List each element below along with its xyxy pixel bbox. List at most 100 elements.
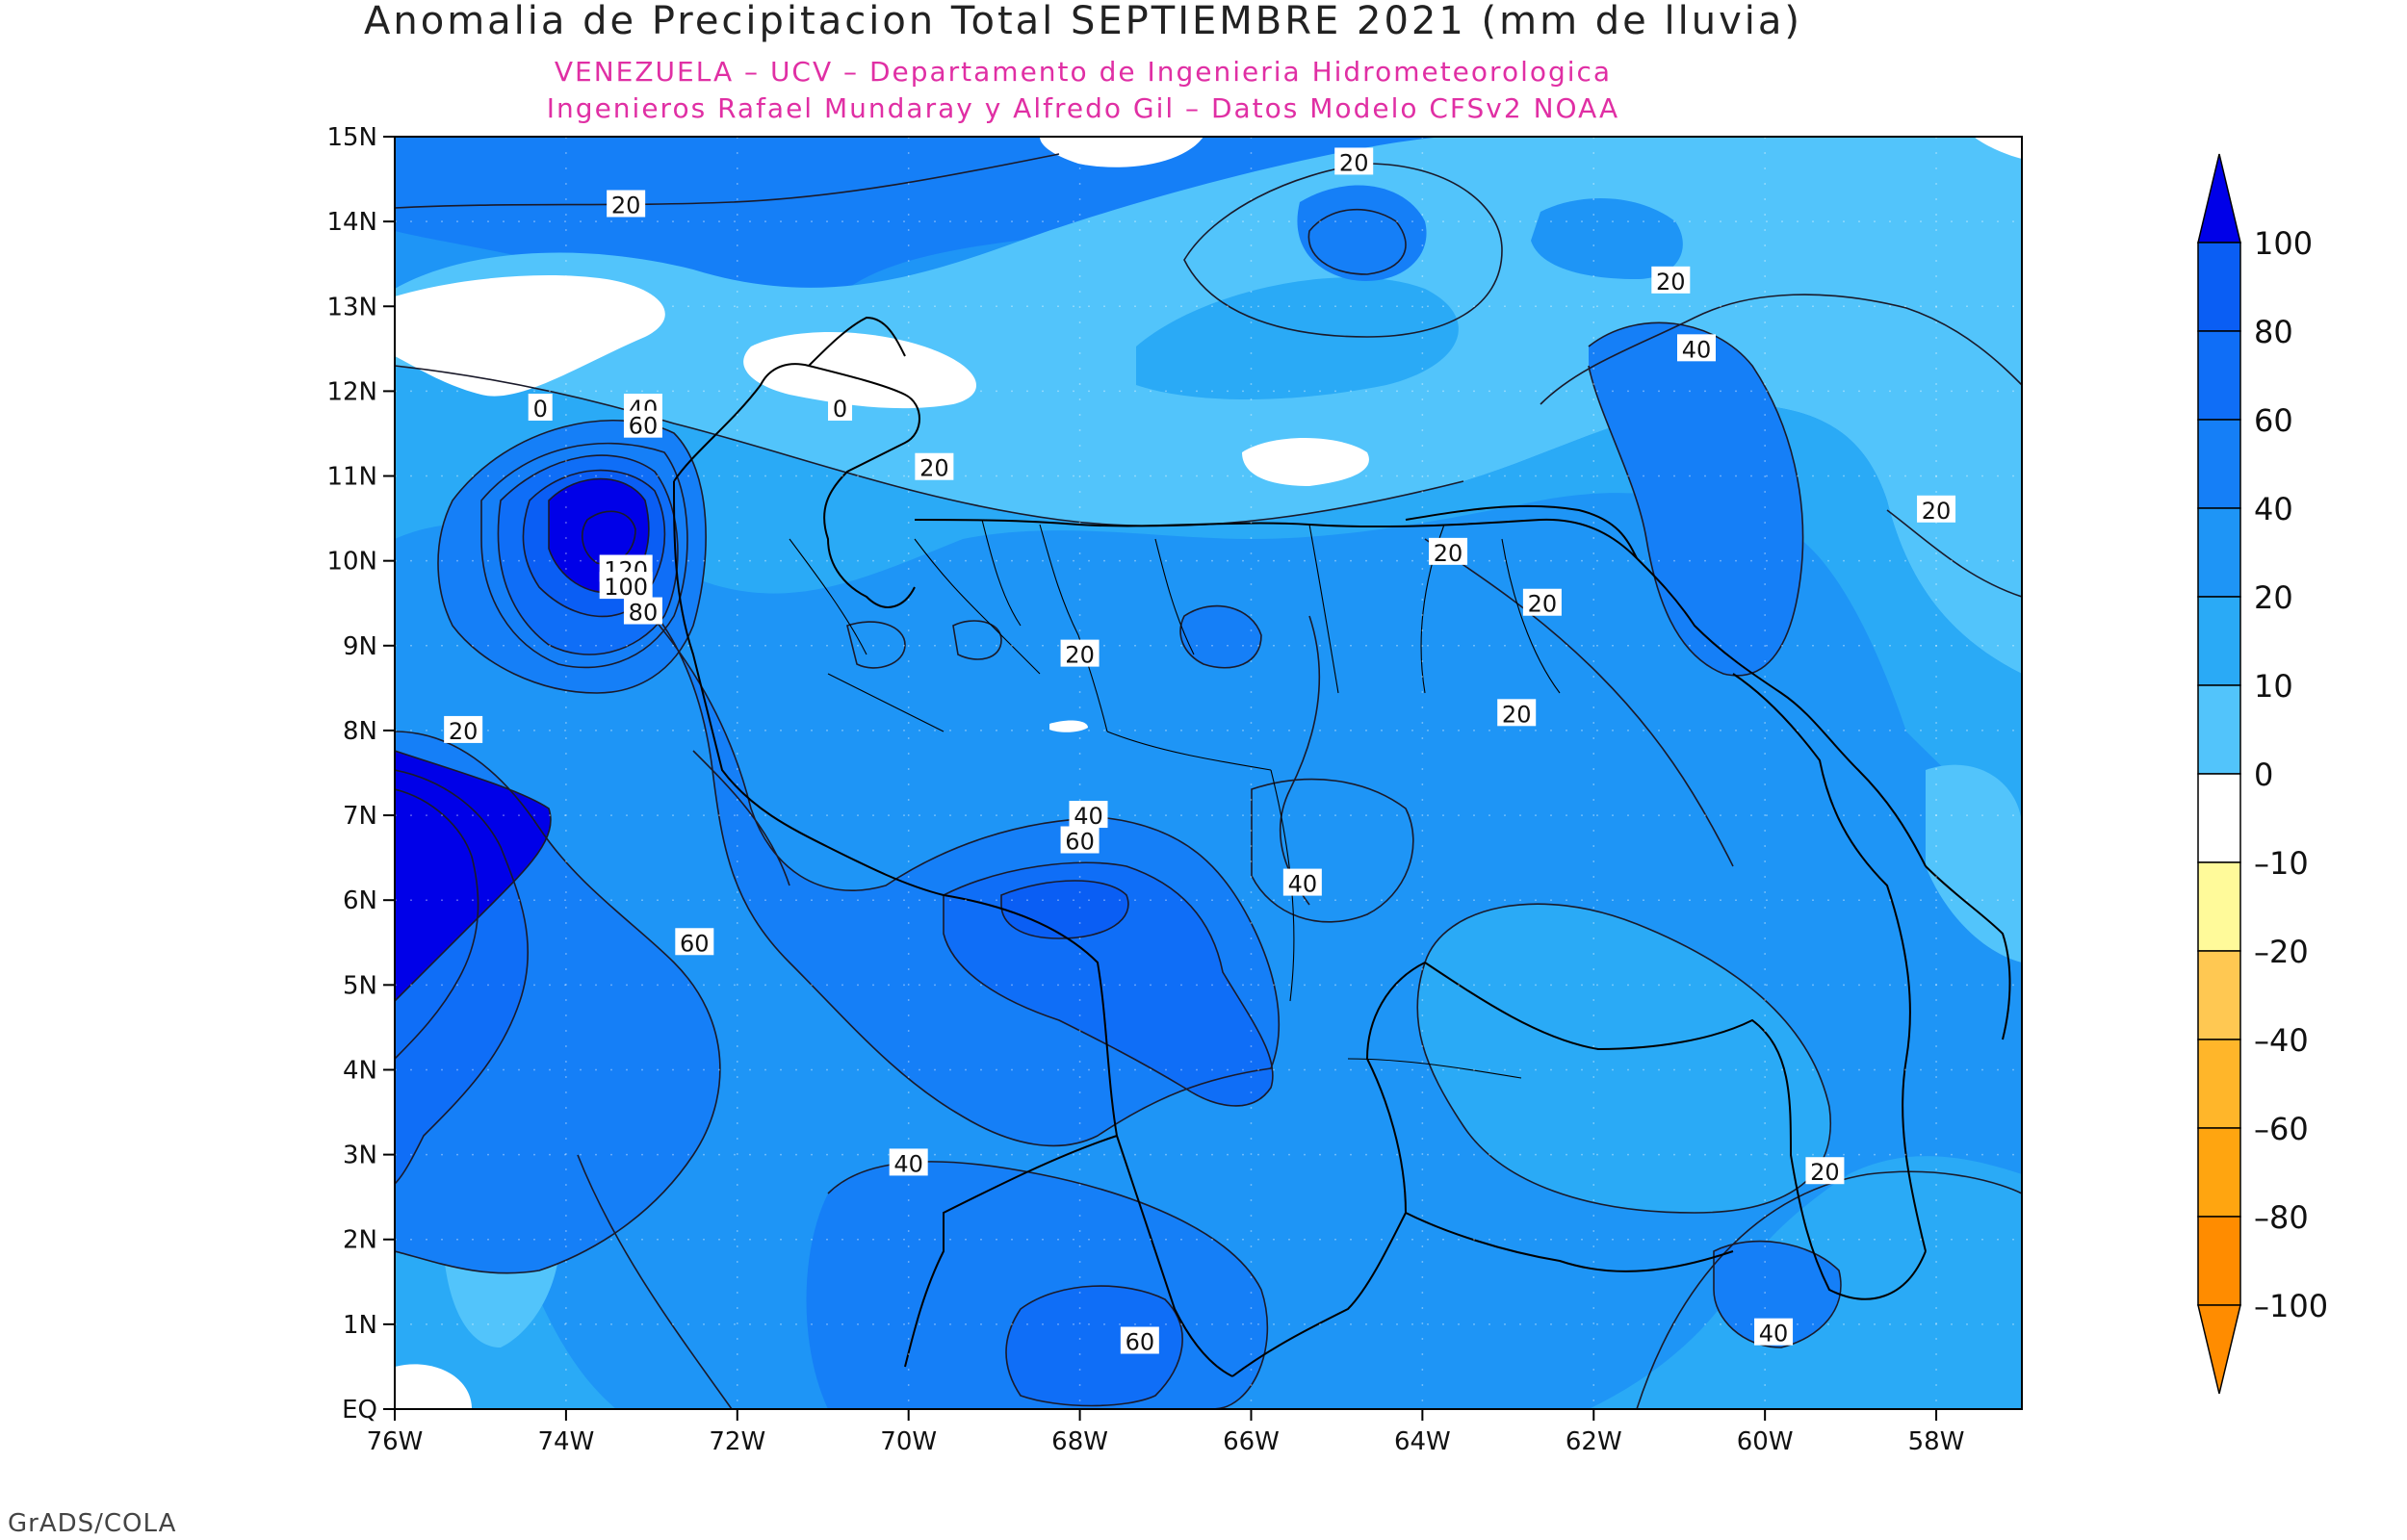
colorbar-level-label: 40 bbox=[2254, 491, 2293, 527]
colorbar-level-label: –80 bbox=[2254, 1199, 2309, 1236]
contour-label: 20 bbox=[1497, 699, 1537, 728]
lat-tick-label: 15N bbox=[326, 123, 377, 152]
contour-label: 60 bbox=[675, 928, 714, 957]
lat-tick-label: 10N bbox=[326, 548, 377, 577]
svg-text:0: 0 bbox=[533, 396, 548, 423]
colorbar-level-label: –100 bbox=[2254, 1288, 2328, 1324]
svg-text:60: 60 bbox=[1065, 829, 1095, 856]
colorbar-box bbox=[2197, 330, 2241, 421]
coastlines-borders bbox=[673, 316, 2011, 1377]
colorbar-box bbox=[2197, 596, 2241, 686]
svg-text:40: 40 bbox=[1288, 871, 1318, 898]
lat-tick-label: 6N bbox=[343, 886, 377, 915]
grid-lines bbox=[395, 137, 2022, 1409]
lat-tick-label: 9N bbox=[343, 632, 377, 661]
grads-credit: GrADS/COLA bbox=[8, 1509, 177, 1538]
colorbar-box bbox=[2197, 1127, 2241, 1218]
contour-label: 40 bbox=[1069, 801, 1108, 830]
lat-tick-label: 14N bbox=[326, 208, 377, 237]
svg-text:20: 20 bbox=[1656, 269, 1686, 295]
contour-label: 20 bbox=[1334, 147, 1374, 176]
colorbar-box bbox=[2197, 950, 2241, 1040]
svg-text:20: 20 bbox=[1339, 149, 1369, 176]
map-subtitle-authors: Ingenieros Rafael Mundaray y Alfredo Gil… bbox=[546, 92, 1620, 124]
colorbar-box bbox=[2197, 419, 2241, 509]
lat-tick-label: 4N bbox=[343, 1056, 377, 1085]
colorbar-level-label: –60 bbox=[2254, 1111, 2309, 1147]
colorbar-level-label: –20 bbox=[2254, 934, 2309, 970]
colorbar-level-label: –40 bbox=[2254, 1022, 2309, 1059]
contour-label: 40 bbox=[1677, 334, 1716, 363]
contour-label: 20 bbox=[1060, 639, 1100, 669]
contour-label: 40 bbox=[1754, 1318, 1794, 1348]
lon-tick-label: 72W bbox=[709, 1427, 765, 1456]
lon-tick-label: 76W bbox=[367, 1427, 424, 1456]
colorbar-level-label: 0 bbox=[2254, 757, 2273, 793]
lat-tick-label: 5N bbox=[343, 971, 377, 1000]
svg-text:80: 80 bbox=[629, 600, 659, 627]
colorbar-level-label: –10 bbox=[2254, 845, 2309, 882]
latitude-axis: EQ 1N 2N 3N 4N 5N 6N 7N 8N 9N 10N 11N 12N 13N 14N 15N bbox=[326, 123, 395, 1424]
contour-lines bbox=[395, 153, 2022, 1409]
svg-text:60: 60 bbox=[629, 413, 659, 440]
svg-text:0: 0 bbox=[833, 396, 847, 423]
colorbar-box bbox=[2197, 507, 2241, 598]
colorbar-box bbox=[2197, 684, 2241, 775]
anomaly-fill-layer bbox=[395, 137, 2022, 1409]
lon-tick-label: 66W bbox=[1223, 1427, 1280, 1456]
svg-text:20: 20 bbox=[1434, 540, 1463, 567]
contour-label: 20 bbox=[444, 715, 483, 745]
map-frame bbox=[394, 136, 2023, 1410]
svg-text:20: 20 bbox=[449, 718, 479, 745]
svg-text:20: 20 bbox=[1502, 701, 1532, 728]
lon-tick-label: 68W bbox=[1051, 1427, 1108, 1456]
colorbar-bottom-arrow bbox=[2197, 1304, 2241, 1395]
lat-tick-label: 2N bbox=[343, 1226, 377, 1255]
contour-label: 60 bbox=[1060, 826, 1100, 856]
contour-label: 40 bbox=[1282, 868, 1322, 898]
contour-label: 20 bbox=[1805, 1157, 1845, 1186]
svg-text:20: 20 bbox=[919, 455, 949, 482]
svg-text:60: 60 bbox=[1126, 1328, 1155, 1355]
contour-label: 0 bbox=[828, 394, 853, 423]
lat-tick-label: 3N bbox=[343, 1142, 377, 1170]
map-subtitle-institution: VENEZUELA – UCV – Departamento de Ingeni… bbox=[554, 56, 1613, 88]
svg-text:40: 40 bbox=[893, 1150, 923, 1177]
lat-tick-label: 1N bbox=[343, 1311, 377, 1340]
colorbar-box bbox=[2197, 861, 2241, 952]
colorbar-box bbox=[2197, 773, 2241, 863]
lat-tick-label: 11N bbox=[326, 463, 377, 492]
svg-text:40: 40 bbox=[1682, 336, 1712, 363]
svg-text:20: 20 bbox=[1528, 591, 1558, 618]
svg-text:40: 40 bbox=[1074, 803, 1103, 830]
contour-label: 20 bbox=[1522, 588, 1562, 618]
colorbar-level-label: 60 bbox=[2254, 402, 2293, 439]
lat-tick-label: EQ bbox=[342, 1396, 377, 1424]
contour-label: 20 bbox=[1429, 537, 1468, 567]
lon-tick-label: 64W bbox=[1394, 1427, 1451, 1456]
lon-tick-label: 62W bbox=[1566, 1427, 1622, 1456]
lat-tick-label: 13N bbox=[326, 293, 377, 321]
longitude-axis: 76W 74W 72W 70W 68W 66W 64W 62W 60W 58W bbox=[367, 1409, 1965, 1456]
colorbar-level-label: 80 bbox=[2254, 314, 2293, 350]
svg-text:20: 20 bbox=[611, 192, 641, 219]
contour-label: 20 bbox=[607, 190, 646, 219]
contour-label: 0 bbox=[528, 394, 553, 423]
contour-label: 60 bbox=[1120, 1326, 1159, 1355]
lon-tick-label: 58W bbox=[1908, 1427, 1965, 1456]
contour-label: 20 bbox=[1917, 495, 1956, 525]
svg-text:100: 100 bbox=[604, 574, 648, 601]
colorbar-level-label: 100 bbox=[2254, 225, 2313, 262]
colorbar-box bbox=[2197, 242, 2241, 332]
svg-text:40: 40 bbox=[1759, 1321, 1789, 1348]
lat-tick-label: 7N bbox=[343, 802, 377, 831]
colorbar-top-arrow bbox=[2197, 153, 2241, 244]
contour-label: 60 bbox=[623, 410, 662, 440]
lon-tick-label: 60W bbox=[1737, 1427, 1794, 1456]
contour-label: 80 bbox=[623, 597, 662, 627]
colorbar-box bbox=[2197, 1216, 2241, 1306]
contour-label: 20 bbox=[1651, 266, 1691, 295]
